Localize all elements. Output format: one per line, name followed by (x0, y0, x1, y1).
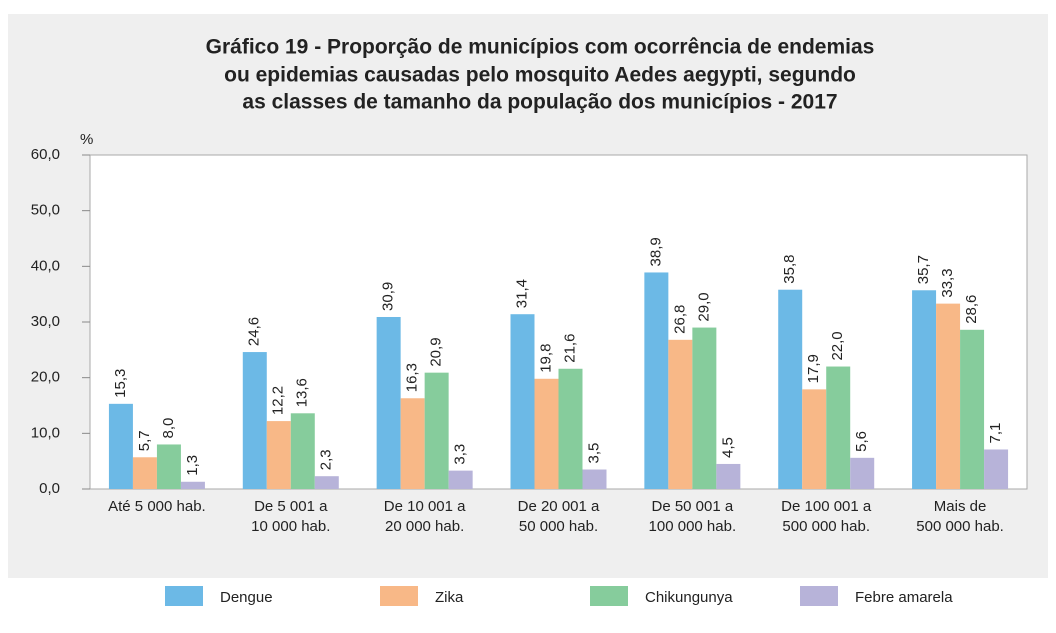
x-tick-label: Até 5 000 hab. (108, 498, 206, 515)
value-label: 15,3 (112, 369, 129, 398)
value-label: 3,3 (452, 444, 469, 465)
value-label: 35,8 (781, 255, 798, 284)
bar (826, 366, 851, 489)
bar (424, 372, 449, 489)
value-label: 30,9 (380, 282, 397, 311)
y-tick-label: 20,0 (31, 369, 60, 386)
value-label: 1,3 (184, 455, 201, 476)
x-tick-label: 500 000 hab. (916, 518, 1004, 535)
bar (850, 457, 875, 489)
bar (448, 470, 473, 489)
legend-label: Zika (435, 589, 464, 606)
value-label: 17,9 (805, 354, 822, 383)
bar (290, 413, 315, 489)
y-tick-label: 60,0 (31, 146, 60, 163)
x-tick-label: De 20 001 a (518, 498, 600, 515)
value-label: 5,6 (853, 431, 870, 452)
value-label: 28,6 (963, 295, 980, 324)
bar (266, 421, 291, 489)
x-tick-label: 500 000 hab. (782, 518, 870, 535)
bar (156, 444, 181, 489)
bar (314, 476, 339, 489)
legend-label: Chikungunya (645, 589, 733, 606)
x-tick-label: 50 000 hab. (519, 518, 598, 535)
value-label: 3,5 (585, 443, 602, 464)
bar (668, 339, 693, 489)
x-tick-label: De 10 001 a (384, 498, 466, 515)
x-tick-label: De 100 001 a (781, 498, 872, 515)
value-label: 4,5 (719, 437, 736, 458)
value-label: 21,6 (561, 334, 578, 363)
value-label: 35,7 (915, 255, 932, 284)
bar (936, 303, 961, 489)
bar (132, 457, 157, 489)
bar (984, 449, 1009, 489)
legend-label: Dengue (220, 589, 273, 606)
bar (716, 463, 741, 489)
legend-label: Febre amarela (855, 589, 953, 606)
value-label: 5,7 (136, 430, 153, 451)
bar (582, 469, 607, 489)
y-tick-label: 0,0 (39, 480, 60, 497)
value-label: 7,1 (987, 423, 1004, 444)
bar (376, 316, 401, 489)
value-label: 31,4 (513, 279, 530, 308)
value-label: 26,8 (671, 305, 688, 334)
legend-swatch (800, 586, 838, 606)
y-tick-label: 30,0 (31, 313, 60, 330)
bar (510, 314, 535, 489)
value-label: 19,8 (537, 344, 554, 373)
chart-title: ou epidemias causadas pelo mosquito Aede… (224, 64, 856, 87)
bar (180, 481, 205, 489)
value-label: 13,6 (294, 378, 311, 407)
y-tick-label: 10,0 (31, 424, 60, 441)
x-tick-label: De 5 001 a (254, 498, 328, 515)
x-tick-label: 20 000 hab. (385, 518, 464, 535)
legend-swatch (380, 586, 418, 606)
bar (802, 389, 827, 489)
x-tick-label: 10 000 hab. (251, 518, 330, 535)
chart-title: as classes de tamanho da população dos m… (242, 91, 837, 114)
bar (108, 403, 133, 489)
legend-swatch (165, 586, 203, 606)
x-tick-label: 100 000 hab. (649, 518, 737, 535)
legend-swatch (590, 586, 628, 606)
bar (242, 352, 267, 489)
x-tick-label: Mais de (934, 498, 987, 515)
value-label: 16,3 (404, 363, 421, 392)
bar (960, 329, 985, 489)
value-label: 8,0 (160, 418, 177, 439)
bar (912, 290, 937, 489)
value-label: 38,9 (647, 237, 664, 266)
value-label: 20,9 (428, 337, 445, 366)
bar (558, 368, 583, 489)
bar (400, 398, 425, 489)
value-label: 12,2 (270, 386, 287, 415)
value-label: 33,3 (939, 268, 956, 297)
value-label: 24,6 (246, 317, 263, 346)
value-label: 2,3 (318, 449, 335, 470)
y-axis-label: % (80, 131, 93, 148)
chart-title: Gráfico 19 - Proporção de municípios com… (206, 36, 875, 59)
bar (692, 327, 717, 489)
bar (534, 378, 559, 489)
value-label: 22,0 (829, 331, 846, 360)
y-tick-label: 40,0 (31, 257, 60, 274)
y-tick-label: 50,0 (31, 202, 60, 219)
value-label: 29,0 (695, 292, 712, 321)
bar (644, 272, 669, 489)
x-tick-label: De 50 001 a (651, 498, 733, 515)
bar (778, 289, 803, 489)
